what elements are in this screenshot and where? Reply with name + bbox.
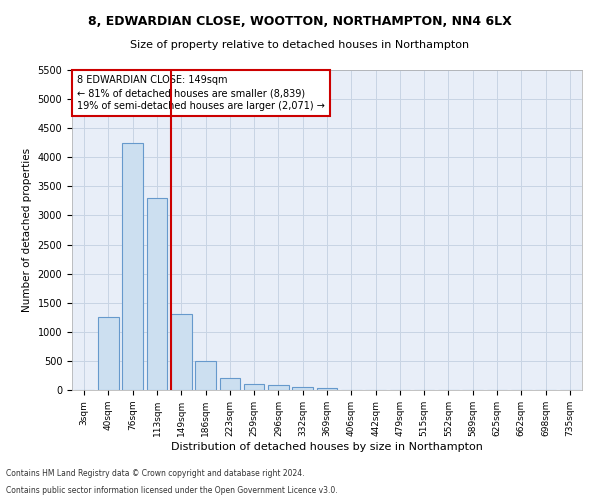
Y-axis label: Number of detached properties: Number of detached properties: [22, 148, 32, 312]
Text: Size of property relative to detached houses in Northampton: Size of property relative to detached ho…: [130, 40, 470, 50]
Bar: [122, 142, 143, 390]
Bar: [98, 318, 119, 390]
Text: Contains HM Land Registry data © Crown copyright and database right 2024.: Contains HM Land Registry data © Crown c…: [6, 468, 305, 477]
Bar: [171, 314, 191, 390]
X-axis label: Distribution of detached houses by size in Northampton: Distribution of detached houses by size …: [171, 442, 483, 452]
Bar: [268, 386, 289, 390]
Bar: [220, 378, 240, 390]
Bar: [244, 384, 265, 390]
Bar: [195, 361, 216, 390]
Text: 8 EDWARDIAN CLOSE: 149sqm
← 81% of detached houses are smaller (8,839)
19% of se: 8 EDWARDIAN CLOSE: 149sqm ← 81% of detac…: [77, 75, 325, 111]
Text: 8, EDWARDIAN CLOSE, WOOTTON, NORTHAMPTON, NN4 6LX: 8, EDWARDIAN CLOSE, WOOTTON, NORTHAMPTON…: [88, 15, 512, 28]
Bar: [146, 198, 167, 390]
Bar: [317, 388, 337, 390]
Text: Contains public sector information licensed under the Open Government Licence v3: Contains public sector information licen…: [6, 486, 338, 495]
Bar: [292, 387, 313, 390]
